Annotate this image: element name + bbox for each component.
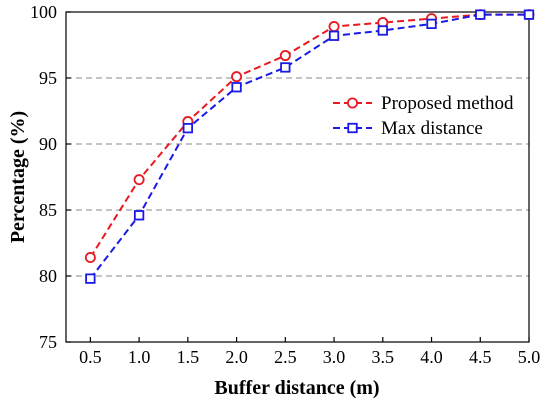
legend-item-proposed-method: Proposed method [333,93,514,114]
legend-marker [347,122,358,134]
x-axis: 0.5 1.0 1.5 2.0 2.5 3.0 3.5 4.0 4.5 5.0 [79,337,540,367]
max-distance-point [231,82,242,93]
y-tick-label: 80 [39,266,57,286]
x-tick-label: 3.5 [372,347,395,367]
x-tick-label: 1.5 [177,347,200,367]
y-tick-label: 85 [39,200,57,220]
proposed-method-line [89,13,529,259]
legend-label: Max distance [381,118,483,139]
max-distance-point [475,9,486,20]
y-tick-label: 100 [30,2,57,22]
x-tick-label: 3.0 [323,347,346,367]
x-axis-title: Buffer distance (m) [214,377,379,399]
legend-label: Proposed method [381,93,514,114]
max-distance-point [377,25,388,36]
x-tick-label: 0.5 [79,347,102,367]
proposed-method-point [279,50,291,62]
max-distance-point [328,30,340,41]
max-distance-point [133,210,145,221]
y-tick-label: 90 [39,134,57,154]
legend-marker [346,97,358,109]
max-distance-point [85,273,96,284]
gridlines [66,77,529,277]
y-tick-label: 95 [39,68,57,88]
max-distance-line [89,13,529,280]
x-tick-label: 4.5 [469,347,492,367]
series-layer [84,9,535,284]
proposed-method-point [231,71,243,83]
legend-item-max-distance: Max distance [333,118,483,139]
max-distance-point [523,9,535,20]
max-distance-point [182,123,193,134]
proposed-method-point [328,21,340,33]
x-tick-label: 2.0 [225,347,248,367]
x-tick-label: 4.0 [420,347,443,367]
x-tick-label: 2.5 [274,347,297,367]
y-axis-title: Percentage (%) [7,111,29,243]
y-tick-label: 75 [39,332,57,352]
x-tick-label: 5.0 [518,347,541,367]
x-tick-label: 1.0 [128,347,151,367]
plot-frame [65,11,530,343]
max-distance-point [426,18,437,30]
y-axis: 75 80 85 90 95 100 [30,2,71,352]
proposed-method-point [133,174,145,186]
proposed-method-point [84,252,96,264]
max-distance-point [280,62,291,73]
legend: Proposed method Max distance [333,93,514,139]
